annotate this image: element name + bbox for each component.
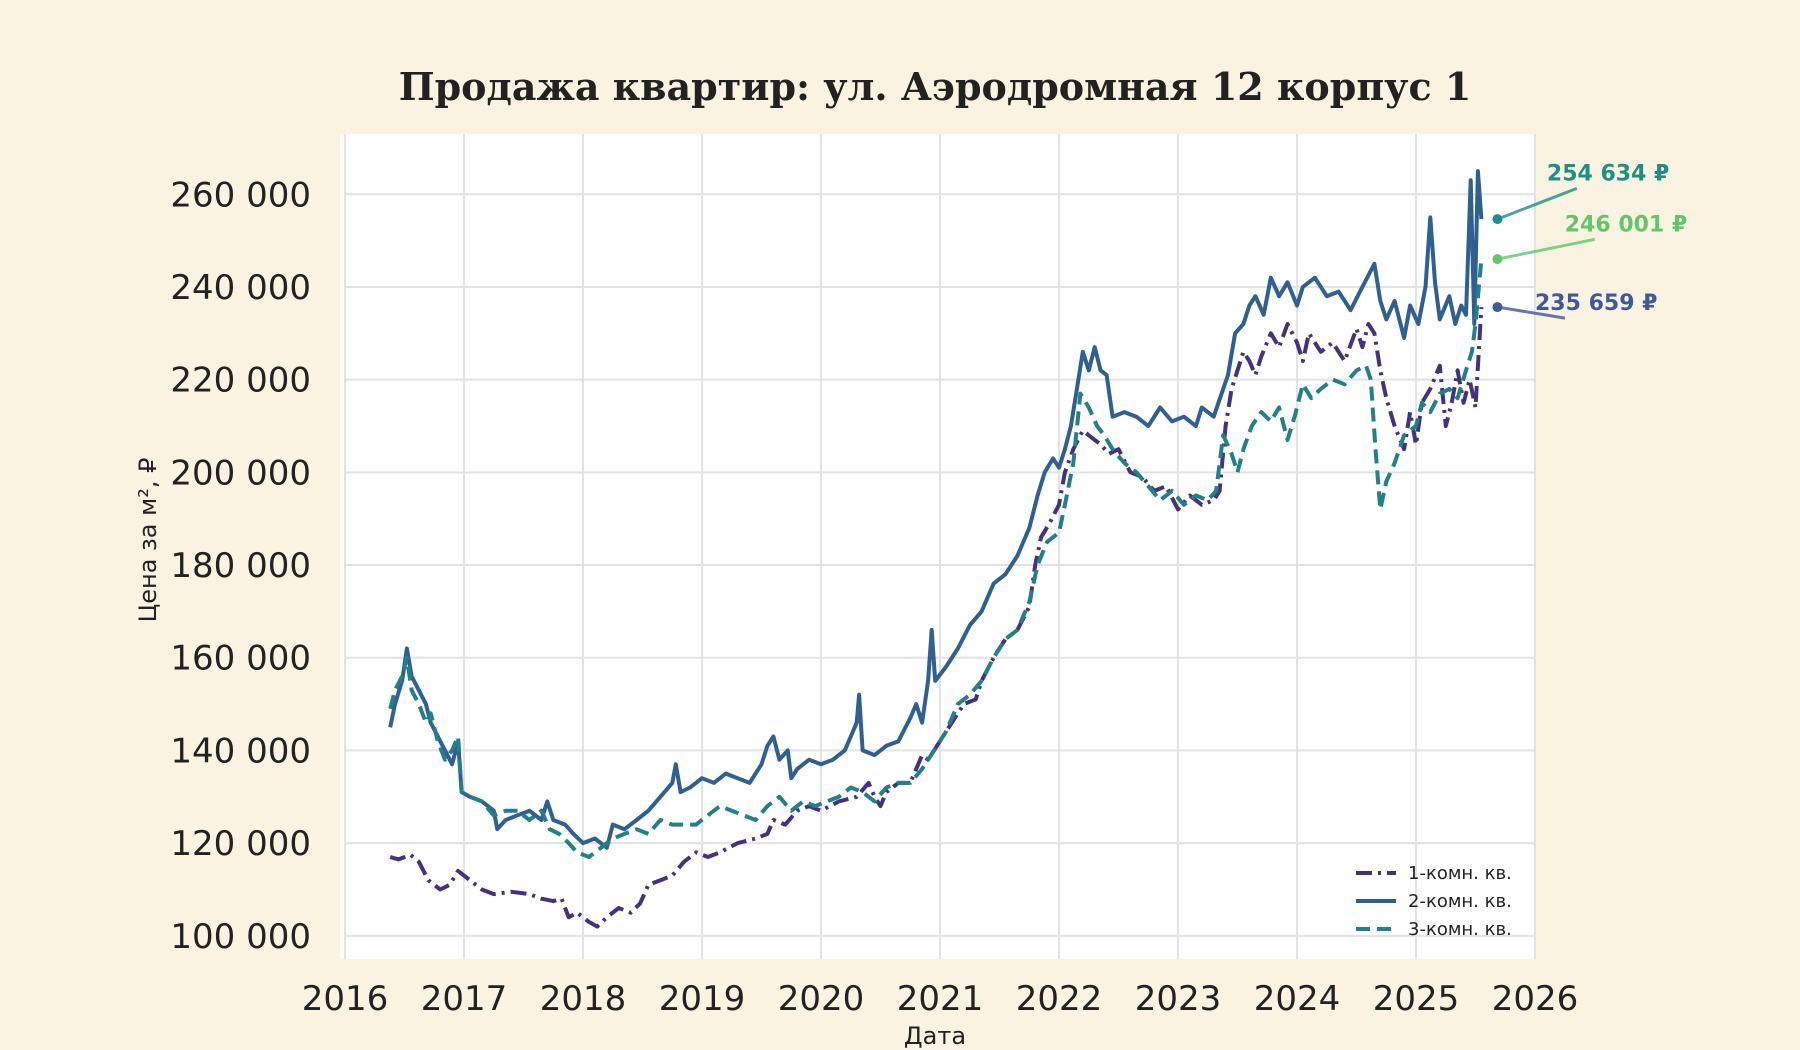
- chart-title: Продажа квартир: ул. Аэродромная 12 корп…: [399, 64, 1472, 109]
- annotation-arrow: [1497, 305, 1566, 320]
- legend-label: 1-комн. кв.: [1408, 863, 1512, 884]
- x-tick-label: 2024: [1254, 979, 1341, 1019]
- y-tick-label: 260 000: [170, 175, 311, 215]
- legend-label: 3-комн. кв.: [1408, 919, 1512, 940]
- x-axis-label: Дата: [904, 1022, 966, 1050]
- x-tick-label: 2016: [302, 979, 389, 1019]
- x-tick-label: 2026: [1492, 979, 1579, 1019]
- series-line: [388, 169, 1484, 850]
- y-tick-label: 240 000: [170, 268, 311, 308]
- y-tick-label: 180 000: [170, 546, 311, 586]
- annotation-label: 254 634 ₽: [1547, 161, 1669, 186]
- annotation-arrowhead: [1492, 214, 1503, 225]
- annotation-label: 246 001 ₽: [1565, 212, 1687, 237]
- x-tick-label: 2021: [897, 979, 984, 1019]
- y-tick-label: 200 000: [170, 453, 311, 493]
- x-tick-label: 2023: [1135, 979, 1222, 1019]
- x-tick-label: 2018: [540, 979, 627, 1019]
- x-tick-label: 2019: [659, 979, 746, 1019]
- x-tick-label: 2020: [778, 979, 865, 1019]
- annotation-arrow: [1496, 186, 1578, 221]
- annotations: 254 634 ₽ 246 001 ₽ 235 659 ₽: [1492, 161, 1687, 320]
- y-tick-label: 160 000: [170, 639, 311, 679]
- x-tick-label: 2025: [1373, 979, 1460, 1019]
- annotation-label: 235 659 ₽: [1535, 291, 1657, 316]
- annotation-arrowhead: [1492, 302, 1503, 313]
- gridlines: [344, 134, 1536, 959]
- legend-label: 2-комн. кв.: [1408, 891, 1512, 912]
- plot-area: [340, 134, 1535, 959]
- tick-labels: 2016 2017 2018 2019 2020 2021 2022 2023 2024 2025…: [170, 175, 1578, 1019]
- series-layer: [388, 169, 1484, 929]
- annotation-arrow: [1497, 237, 1596, 261]
- x-tick-label: 2017: [421, 979, 508, 1019]
- y-tick-label: 120 000: [170, 824, 311, 864]
- x-tick-label: 2022: [1016, 979, 1103, 1019]
- legend: 1-комн. кв. 2-комн. кв. 3-комн. кв.: [1356, 863, 1512, 940]
- y-tick-label: 140 000: [170, 731, 311, 771]
- annotation-arrowhead: [1492, 254, 1503, 265]
- y-tick-label: 220 000: [170, 361, 311, 401]
- y-axis-label: Цена за м², ₽: [134, 458, 162, 623]
- series-line: [388, 258, 1484, 859]
- y-tick-label: 100 000: [170, 917, 311, 957]
